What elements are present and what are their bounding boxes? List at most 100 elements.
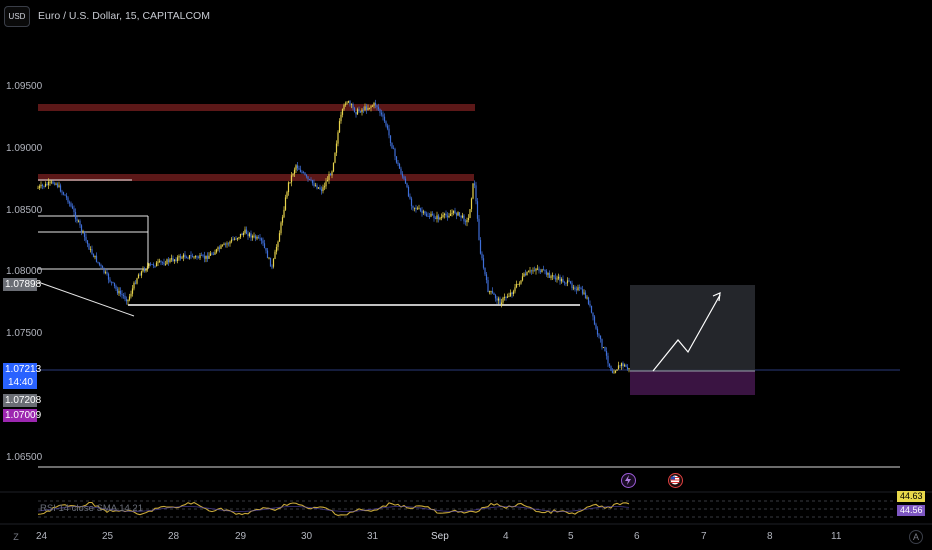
time-tick: 5	[568, 531, 574, 542]
candle-body	[196, 256, 198, 258]
stop-zone[interactable]	[630, 371, 755, 395]
candle-body	[424, 211, 426, 214]
candle-body	[295, 165, 297, 170]
candle-body	[559, 276, 561, 282]
candle-body	[542, 269, 545, 271]
candle-body	[494, 294, 497, 299]
candle-body	[73, 208, 75, 213]
candle-body	[278, 233, 281, 242]
candle-body	[137, 274, 140, 279]
candle-body	[565, 282, 567, 284]
candle-body	[308, 179, 311, 180]
symbol-title[interactable]: Euro / U.S. Dollar, 15, CAPITALCOM	[38, 10, 210, 22]
candle-body	[515, 284, 518, 288]
candle-body	[502, 297, 504, 303]
time-tick: 28	[168, 531, 180, 542]
candle-body	[245, 229, 248, 234]
candle-body	[625, 364, 627, 367]
candle-body	[139, 274, 141, 276]
candle-body	[124, 295, 126, 300]
candle-body	[59, 185, 62, 192]
candle-body	[581, 289, 584, 294]
candle-body	[187, 257, 189, 259]
candle-body	[311, 180, 314, 184]
candle-body	[410, 198, 413, 206]
candle-body	[479, 240, 482, 254]
candle-body	[251, 235, 254, 238]
candle-body	[448, 215, 450, 218]
candle-body	[247, 233, 249, 237]
rsi-indicator-label[interactable]: RSI 14 close SMA 14 21	[40, 503, 143, 514]
candle-body	[343, 104, 345, 110]
candle-body	[586, 297, 588, 299]
candle-body	[416, 208, 419, 210]
us-flag-icon[interactable]	[668, 473, 683, 488]
candle-body	[296, 165, 299, 169]
candle-body	[41, 184, 44, 186]
price-tick: 1.08500	[6, 205, 43, 216]
candle-body	[338, 121, 341, 133]
candle-body	[361, 109, 363, 113]
candle-body	[365, 106, 368, 110]
resistance-zone-lower[interactable]	[38, 174, 474, 181]
candle-body	[442, 214, 444, 218]
candle-body	[302, 172, 305, 174]
candle-body	[380, 112, 383, 115]
candle-body	[143, 269, 146, 272]
candle-body	[589, 303, 591, 306]
candle-body	[341, 109, 344, 115]
candle-body	[215, 249, 218, 253]
candle-body	[554, 277, 557, 280]
lightning-icon[interactable]	[621, 473, 636, 488]
currency-button[interactable]: USD	[4, 6, 30, 27]
candle-body	[386, 125, 389, 129]
candle-body	[166, 259, 168, 265]
candle-body	[275, 246, 278, 252]
candle-body	[557, 276, 560, 279]
candle-body	[619, 365, 621, 367]
candle-body	[286, 192, 288, 198]
candle-body	[374, 103, 377, 106]
candle-body	[112, 282, 114, 283]
candle-body	[574, 287, 576, 290]
zoom-toggle-button[interactable]: Z	[13, 532, 19, 542]
candle-body	[391, 142, 393, 149]
candle-body	[527, 271, 530, 273]
candle-body	[104, 272, 107, 273]
trend-line[interactable]	[37, 281, 135, 317]
candle-body	[403, 176, 405, 179]
candle-body	[256, 237, 258, 239]
candle-body	[190, 255, 192, 256]
candle-body	[436, 215, 438, 219]
candle-body	[100, 264, 102, 266]
candle-body	[280, 222, 282, 234]
candle-body	[151, 264, 153, 265]
candle-body	[287, 182, 290, 193]
candle-body	[455, 213, 458, 216]
target-zone[interactable]	[630, 285, 755, 371]
resistance-zone-upper[interactable]	[38, 104, 475, 111]
candle-body	[67, 197, 69, 203]
projection-path[interactable]	[652, 294, 721, 372]
candle-body	[322, 187, 324, 192]
candle-body	[379, 109, 381, 113]
candle-body	[377, 107, 380, 110]
candle-body	[118, 290, 120, 294]
candle-body	[149, 263, 152, 265]
candle-body	[98, 262, 101, 265]
candle-body	[371, 105, 374, 107]
candle-body	[229, 241, 231, 244]
candle-body	[596, 328, 599, 335]
candle-body	[611, 370, 614, 373]
candle-body	[214, 252, 216, 255]
candle-body	[548, 273, 551, 278]
candle-body	[170, 258, 173, 260]
candle-body	[50, 181, 53, 183]
candle-body	[154, 265, 156, 267]
rsi-line	[37, 501, 630, 516]
candle-body	[71, 206, 74, 209]
candle-body	[76, 218, 78, 222]
candle-body	[262, 240, 264, 244]
auto-scale-button[interactable]: A	[909, 530, 923, 544]
